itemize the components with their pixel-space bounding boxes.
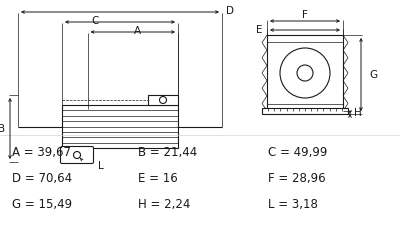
Text: L: L (98, 161, 104, 171)
Text: A: A (134, 26, 141, 36)
Text: D: D (226, 6, 234, 16)
Text: H = 2,24: H = 2,24 (138, 197, 190, 210)
Circle shape (297, 65, 313, 81)
Text: L = 3,18: L = 3,18 (268, 197, 318, 210)
Text: G = 15,49: G = 15,49 (12, 197, 72, 210)
Bar (262, 108, 348, 114)
Text: D = 70,64: D = 70,64 (12, 172, 72, 185)
Text: C: C (91, 16, 99, 26)
Text: G: G (369, 69, 377, 79)
Bar (148, 95, 178, 105)
Bar (62, 105, 178, 148)
Text: F = 28,96: F = 28,96 (268, 172, 326, 185)
Text: C = 49,99: C = 49,99 (268, 145, 327, 159)
Bar (267, 35, 343, 111)
Circle shape (280, 48, 330, 98)
Text: B: B (0, 124, 6, 133)
Text: E = 16: E = 16 (138, 172, 178, 185)
Text: H: H (354, 108, 362, 118)
Circle shape (74, 151, 80, 159)
Text: F: F (302, 10, 308, 20)
Text: A = 39,67: A = 39,67 (12, 145, 71, 159)
Text: B = 21,44: B = 21,44 (138, 145, 197, 159)
Circle shape (160, 97, 166, 104)
FancyBboxPatch shape (60, 146, 94, 164)
Text: E: E (256, 25, 262, 35)
